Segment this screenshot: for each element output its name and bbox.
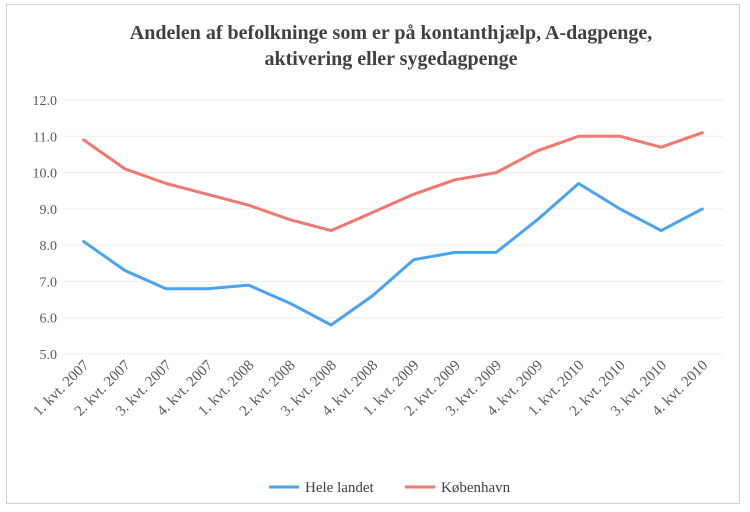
y-tick-label: 9.0: [40, 203, 58, 218]
y-tick-label: 5.0: [40, 348, 58, 363]
y-tick-label: 6.0: [40, 312, 58, 327]
y-tick-label: 10.0: [33, 167, 58, 182]
series-line-1: [82, 131, 704, 233]
y-tick-label: 8.0: [40, 239, 58, 254]
y-tick-label: 11.0: [33, 130, 57, 145]
series-lines: [82, 131, 704, 327]
legend-label-0: Hele landet: [305, 480, 375, 496]
y-tick-label: 12.0: [33, 94, 58, 109]
line-chart: Andelen af befolkninge som er på kontant…: [30, 22, 723, 496]
y-tick-label: 7.0: [40, 275, 58, 290]
legend: Hele landet København: [269, 480, 511, 496]
chart-title: Andelen af befolkninge som er på kontant…: [130, 22, 652, 70]
legend-label-1: København: [441, 480, 511, 496]
gridlines: [63, 99, 723, 355]
chart-title-line-2: aktivering eller sygedagpenge: [265, 48, 518, 70]
series-line-0: [82, 182, 704, 327]
chart-title-line-1: Andelen af befolkninge som er på kontant…: [130, 22, 652, 44]
y-axis-tick-labels: 5.0 6.0 7.0 8.0 9.0 10.0 11.0 12.0: [33, 94, 58, 363]
chart-frame: Andelen af befolkninge som er på kontant…: [6, 4, 740, 504]
